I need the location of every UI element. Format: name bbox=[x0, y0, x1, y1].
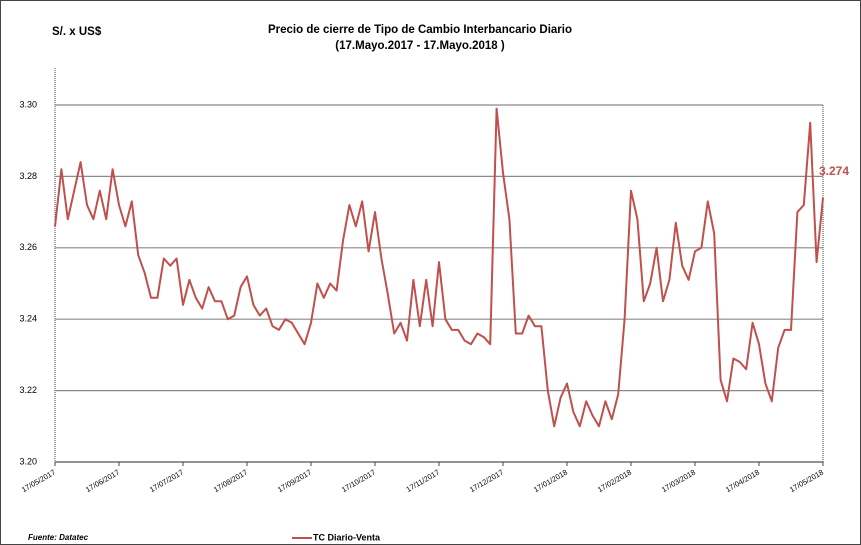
y-axis-label: S/. x US$ bbox=[52, 26, 102, 38]
source: Fuente: Datatec bbox=[28, 533, 89, 542]
chart-title: Precio de cierre de Tipo de Cambio Inter… bbox=[268, 24, 572, 36]
y-tick-label: 3.28 bbox=[19, 171, 37, 181]
value-label: 3.274 bbox=[819, 164, 849, 178]
y-tick-label: 3.30 bbox=[19, 99, 37, 109]
y-tick-label: 3.22 bbox=[19, 385, 37, 395]
chart-subtitle: (17.Mayo.2017 - 17.Mayo.2018 ) bbox=[335, 40, 505, 52]
legend-label: TC Diario-Venta bbox=[313, 532, 381, 542]
y-tick-label: 3.20 bbox=[19, 456, 37, 466]
y-tick-label: 3.24 bbox=[19, 314, 37, 324]
series-line bbox=[54, 107, 824, 428]
y-tick-label: 3.26 bbox=[19, 242, 37, 252]
